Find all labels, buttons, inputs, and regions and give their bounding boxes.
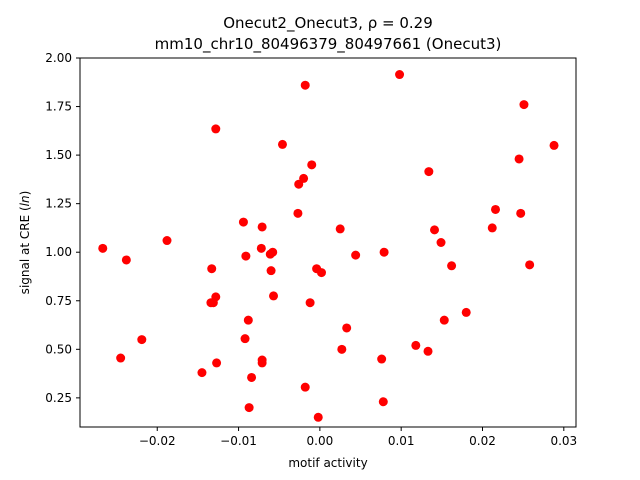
x-tick-label: 0.02 [469, 434, 496, 448]
x-tick-label: 0.03 [550, 434, 577, 448]
y-axis-label-suffix: ) [18, 191, 32, 196]
data-point [337, 344, 347, 354]
data-point [519, 100, 529, 110]
data-point [377, 354, 387, 364]
data-point [241, 251, 251, 261]
y-axis-label: signal at CRE (ln) [18, 191, 32, 295]
data-point [269, 291, 279, 301]
data-point [378, 397, 388, 407]
chart-title: Onecut2_Onecut3, ρ = 0.29 [223, 14, 433, 33]
data-point [266, 266, 276, 276]
data-point [212, 358, 222, 368]
data-point [395, 70, 405, 80]
data-point [293, 208, 303, 218]
data-point [313, 412, 323, 422]
points-layer [98, 70, 559, 422]
y-axis-label-prefix: signal at CRE ( [18, 206, 32, 294]
data-point [207, 264, 217, 274]
data-point [491, 204, 501, 214]
chart-subtitle: mm10_chr10_80496379_80497661 (Onecut3) [155, 35, 502, 54]
data-point [240, 334, 250, 344]
data-point [351, 250, 361, 260]
data-point [316, 268, 326, 278]
data-point [211, 292, 221, 302]
y-ticks: 0.25 0.50 0.75 1.00 1.25 1.50 1.75 2.00 [45, 51, 80, 405]
data-point [247, 372, 257, 382]
plot-area [80, 58, 576, 427]
data-point [300, 80, 310, 90]
data-point [257, 222, 267, 232]
data-point [211, 124, 221, 134]
data-point [335, 224, 345, 234]
y-tick-label: 0.50 [45, 342, 72, 356]
y-tick-label: 0.25 [45, 391, 72, 405]
data-point [430, 225, 440, 235]
x-tick-label: 0.00 [307, 434, 334, 448]
data-point [98, 243, 108, 253]
data-point [244, 403, 254, 413]
data-point [299, 173, 309, 183]
data-point [516, 208, 526, 218]
data-point [162, 236, 172, 246]
data-point [307, 160, 317, 170]
x-tick-label: −0.01 [220, 434, 257, 448]
data-point [379, 247, 389, 257]
data-point [411, 340, 421, 350]
y-axis-label-italic: ln [18, 195, 32, 206]
data-point [137, 335, 147, 345]
data-point [461, 307, 471, 317]
data-point [277, 139, 287, 149]
data-point [238, 217, 248, 227]
x-ticks: −0.02 −0.01 0.00 0.01 0.02 0.03 [139, 427, 577, 448]
data-point [257, 358, 267, 368]
data-point [447, 261, 457, 271]
x-axis-label: motif activity [288, 456, 367, 470]
data-point [197, 368, 207, 378]
data-point [121, 255, 131, 265]
data-point [487, 223, 497, 233]
data-point [342, 323, 352, 333]
x-tick-label: 0.01 [388, 434, 415, 448]
data-point [116, 353, 126, 363]
y-tick-label: 1.25 [45, 197, 72, 211]
y-tick-label: 1.75 [45, 100, 72, 114]
data-point [514, 154, 524, 164]
data-point [525, 260, 535, 270]
data-point [424, 167, 434, 177]
data-point [256, 243, 266, 253]
y-tick-label: 2.00 [45, 51, 72, 65]
y-tick-label: 1.00 [45, 245, 72, 259]
y-tick-label: 1.50 [45, 148, 72, 162]
data-point [549, 140, 559, 150]
data-point [300, 382, 310, 392]
data-point [439, 315, 449, 325]
data-point [305, 298, 315, 308]
data-point [436, 238, 446, 247]
data-point [268, 247, 278, 257]
data-point [423, 346, 433, 356]
y-tick-label: 0.75 [45, 294, 72, 308]
data-point [243, 315, 253, 325]
x-tick-label: −0.02 [139, 434, 176, 448]
plot-frame [79, 57, 577, 428]
